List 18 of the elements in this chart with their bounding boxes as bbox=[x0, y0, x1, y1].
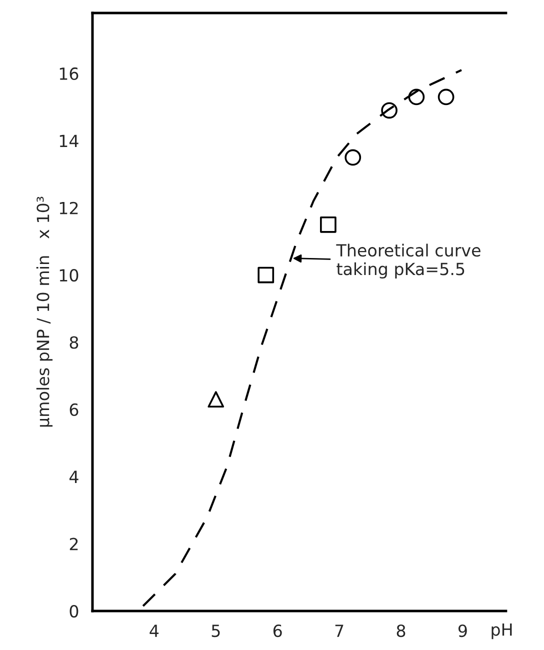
y-axis-title: μmoles pNP / 10 min x 10³ bbox=[36, 196, 53, 427]
y-tick-label: 0 bbox=[70, 604, 78, 618]
y-tick-label: 10 bbox=[60, 269, 78, 282]
x-tick-label: 9 bbox=[458, 624, 467, 638]
x-tick-label: 7 bbox=[335, 624, 344, 637]
y-tick-label: 12 bbox=[60, 202, 78, 214]
y-tick-label: 4 bbox=[69, 470, 78, 483]
y-tick-label: 6 bbox=[70, 403, 78, 416]
x-tick-label: 8 bbox=[396, 624, 406, 638]
x-tick-label: 4 bbox=[150, 624, 159, 637]
y-tick-label: 2 bbox=[70, 538, 78, 550]
annotation: Theoretical curve taking pKa=5.5 bbox=[336, 244, 480, 279]
x-axis-title: pH bbox=[492, 623, 512, 640]
x-tick-label: 6 bbox=[273, 624, 282, 638]
y-tick-label: 14 bbox=[60, 134, 78, 147]
y-tick-label: 16 bbox=[60, 67, 78, 80]
y-tick-label: 8 bbox=[70, 336, 78, 349]
x-tick-label: 5 bbox=[212, 624, 220, 638]
